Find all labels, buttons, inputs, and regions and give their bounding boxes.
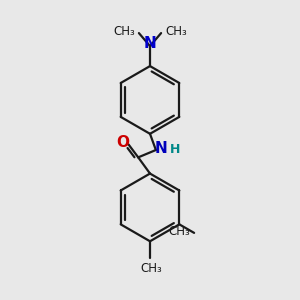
Text: O: O (117, 135, 130, 150)
Text: N: N (144, 36, 156, 51)
Text: N: N (154, 141, 167, 156)
Text: CH₃: CH₃ (113, 25, 135, 38)
Text: CH₃: CH₃ (140, 262, 162, 275)
Text: CH₃: CH₃ (168, 225, 190, 238)
Text: CH₃: CH₃ (165, 25, 187, 38)
Text: H: H (169, 143, 180, 157)
